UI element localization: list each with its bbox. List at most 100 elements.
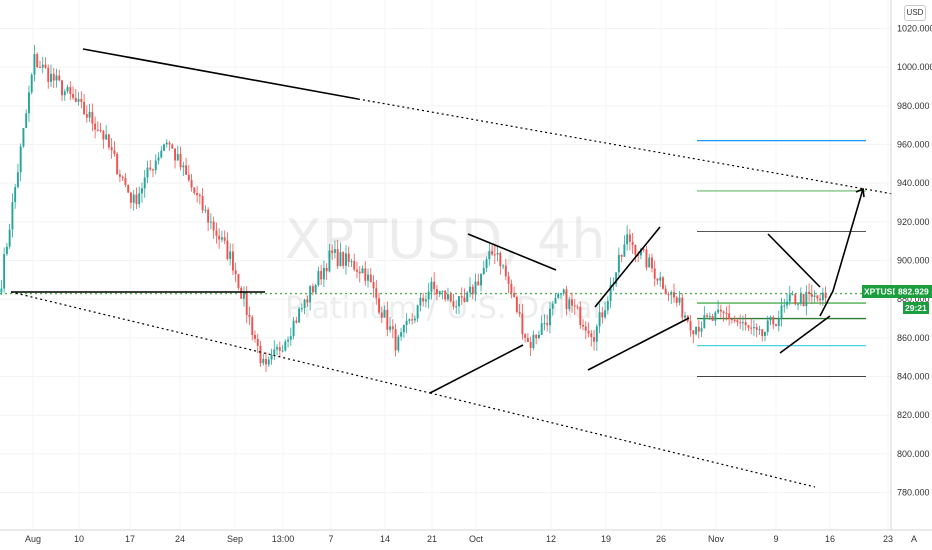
wedge-lower-edge[interactable] (779, 315, 831, 354)
price-tick-label: 880.000 (897, 294, 930, 304)
candle-body (650, 257, 653, 269)
candle-body (719, 309, 722, 312)
price-tick-label: 800.000 (897, 449, 930, 459)
triangle-upper-edge-1[interactable] (467, 233, 557, 271)
candle-body (157, 157, 160, 161)
candle-body (775, 324, 777, 327)
candle-body (389, 326, 392, 330)
candle-body (143, 177, 146, 189)
candle-body (435, 289, 438, 295)
candle-body (47, 67, 50, 82)
price-tick-label: 780.000 (897, 488, 930, 498)
time-tick-label: 9 (773, 534, 778, 544)
price-tag-value: 882.929 (898, 287, 929, 297)
candle-body (311, 286, 314, 293)
candle-body (471, 286, 474, 295)
candle-body (220, 237, 223, 240)
candle-body (254, 334, 256, 339)
candle-body (129, 192, 132, 203)
trendline-upper[interactable] (82, 48, 359, 100)
candlesticks (0, 44, 827, 372)
trendline-lower-a[interactable] (10, 291, 431, 394)
candle-body (730, 319, 733, 321)
candle-body (121, 176, 124, 178)
time-tick-label: 26 (656, 534, 666, 544)
candle-body (639, 248, 642, 256)
candle-body (504, 265, 507, 277)
candle-body (3, 254, 6, 289)
price-axis[interactable]: 1020.000 1000.000 980.000 960.000 940.000 920… (897, 24, 932, 498)
candle-body (207, 209, 210, 223)
candle-body (284, 341, 287, 351)
candle-body (209, 221, 212, 223)
candle-body (154, 160, 157, 171)
projection-arrow[interactable] (819, 188, 864, 317)
candle-body (695, 326, 698, 335)
candle-body (85, 114, 88, 118)
candle-body (628, 234, 631, 242)
candle-body (772, 316, 775, 325)
time-tick-label: 23 (883, 534, 893, 544)
candle-body (52, 73, 55, 81)
candle-body (601, 312, 604, 318)
candle-body (560, 293, 562, 295)
candle-body (386, 309, 389, 330)
candle-body (802, 293, 805, 307)
candle-body (198, 195, 201, 197)
price-tick-label: 940.000 (897, 178, 930, 188)
candle-body (27, 92, 30, 114)
candle-body (118, 174, 121, 177)
candle-body (212, 221, 215, 231)
candle-body (96, 129, 99, 131)
triangle-lower-edge-1[interactable] (429, 344, 524, 394)
time-tick-label: 16 (825, 534, 835, 544)
candle-body (300, 308, 303, 310)
candle-body (515, 296, 518, 313)
candle-body (648, 257, 651, 268)
price-tick-label: 860.000 (897, 333, 930, 343)
candle-body (44, 64, 47, 68)
time-axis[interactable]: Aug 10 17 24 Sep 13:00 7 14 21 Oct 12 19 26 Nov 9 16 23 (25, 534, 893, 544)
drawing-tools[interactable] (10, 48, 894, 488)
candle-body (229, 251, 232, 259)
candle-body (22, 127, 25, 147)
time-tick-label: 7 (328, 534, 333, 544)
price-tick-label: 960.000 (897, 140, 930, 150)
candle-body (215, 230, 218, 236)
candle-body (320, 270, 323, 280)
trendline-upper-extension[interactable] (357, 98, 894, 195)
candle-body (673, 292, 675, 298)
candle-body (576, 306, 579, 308)
wedge-upper-edge[interactable] (767, 233, 821, 288)
candle-body (83, 101, 86, 115)
candle-body (788, 294, 791, 302)
candle-body (593, 337, 596, 342)
candle-body (769, 316, 772, 321)
candle-body (243, 292, 245, 299)
candle-body (708, 316, 711, 318)
candle-body (502, 265, 505, 267)
currency-button[interactable]: USD (904, 5, 926, 21)
time-tick-label: 17 (125, 534, 135, 544)
candle-body (422, 297, 425, 302)
candle-body (524, 334, 527, 338)
candle-body (821, 292, 824, 301)
trendline-lower-b[interactable] (429, 392, 816, 488)
candle-body (733, 319, 736, 321)
time-tick-label: Aug (25, 534, 41, 544)
candle-body (63, 91, 66, 96)
candle-body (344, 253, 347, 266)
time-tick-label: 24 (175, 534, 185, 544)
candle-body (55, 75, 58, 81)
channel-lower-edge[interactable] (587, 317, 690, 371)
channel-upper-edge[interactable] (594, 226, 661, 308)
candle-body (595, 326, 598, 342)
candle-body (94, 123, 97, 130)
auto-scale-button[interactable]: A (910, 534, 917, 544)
candle-body (306, 299, 309, 303)
candle-body (777, 318, 780, 327)
candle-body (405, 320, 408, 325)
candle-body (58, 75, 61, 81)
